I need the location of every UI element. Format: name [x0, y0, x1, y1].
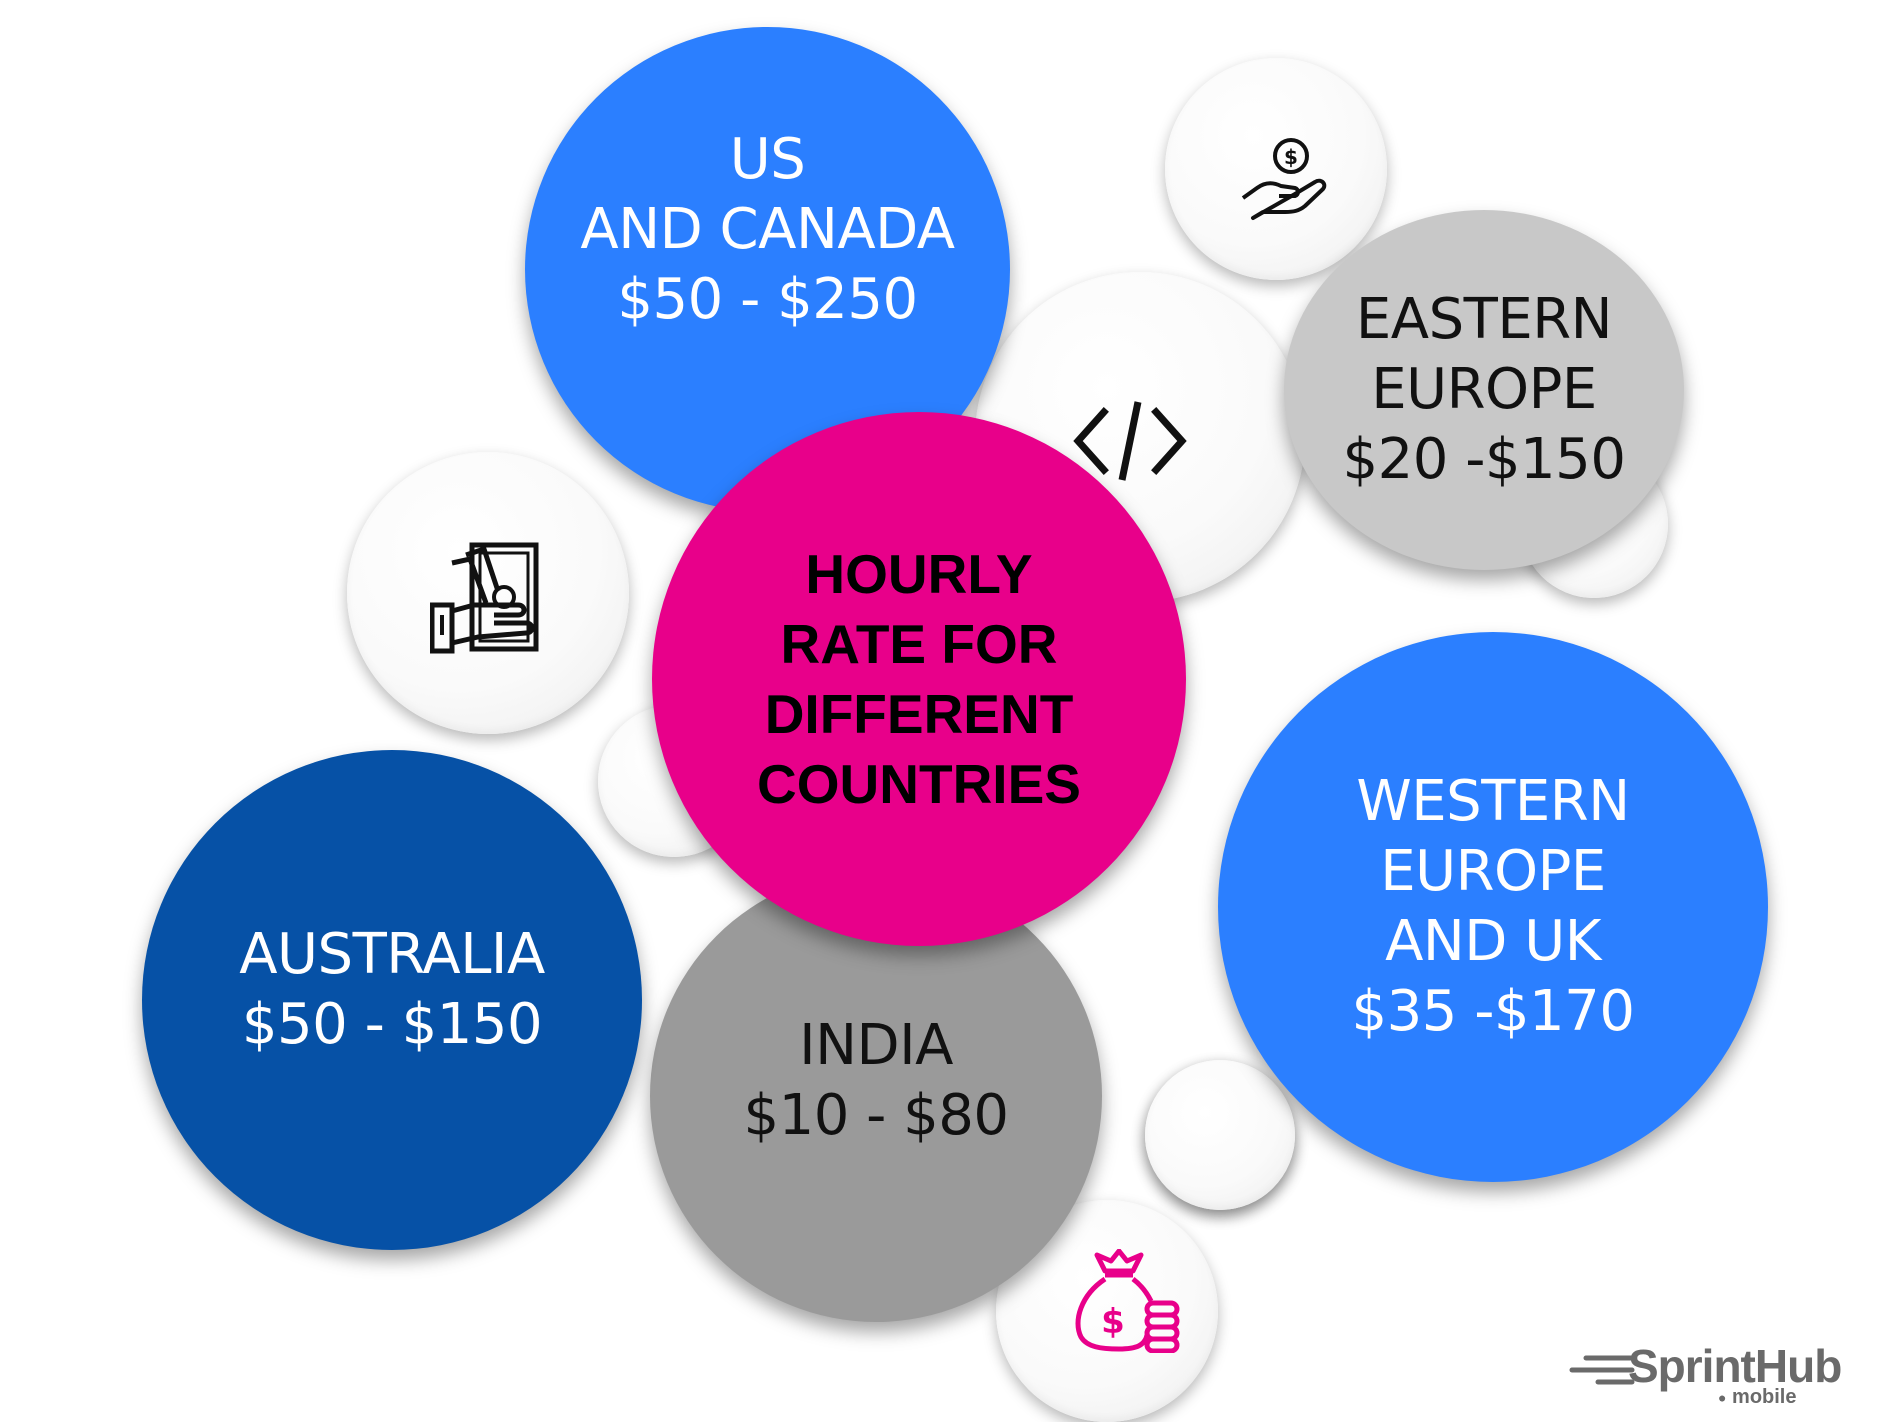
code-brackets-icon [1072, 398, 1188, 484]
money-bag-coins-icon: $ [1071, 1249, 1181, 1353]
hand-holding-coin-icon: $ [1239, 136, 1329, 222]
us-canada-rate: $50 - $250 [617, 266, 918, 332]
australia-line-1: AUSTRALIA [239, 922, 545, 987]
eastern-europe-line-2: EUROPE [1371, 357, 1597, 422]
western-europe-rate: $35 -$170 [1351, 979, 1635, 1044]
region-western-europe: WESTERN EUROPE AND UK $35 -$170 [1218, 632, 1768, 1182]
us-canada-line-2: AND CANADA [580, 196, 955, 262]
speed-lines-icon [1569, 1355, 1635, 1385]
western-europe-line-1: WESTERN [1356, 769, 1630, 834]
center-title-bubble: HOURLY RATE FOR DIFFERENT COUNTRIES [652, 412, 1186, 946]
region-india: INDIA $10 - $80 [650, 870, 1102, 1322]
hand-coin-bubble: $ [1165, 58, 1387, 280]
india-line-1: INDIA [799, 1013, 953, 1078]
center-title-line-2: RATE FOR [780, 613, 1058, 675]
svg-text:$: $ [1101, 1302, 1125, 1342]
center-title-line-1: HOURLY [805, 543, 1033, 605]
western-europe-line-2: EUROPE [1380, 839, 1606, 904]
decorative-bubble-mid-right [1145, 1060, 1295, 1210]
logo-subtitle-text: mobile [1732, 1386, 1797, 1408]
sprinthub-logo: SprintHub ● mobile [1568, 1340, 1868, 1410]
region-australia: AUSTRALIA $50 - $150 [142, 750, 642, 1250]
eastern-europe-rate: $20 -$150 [1342, 427, 1626, 492]
center-title-line-4: COUNTRIES [757, 753, 1081, 815]
center-title-line-3: DIFFERENT [764, 683, 1074, 745]
cash-hand-bubble [347, 452, 629, 734]
india-rate: $10 - $80 [743, 1083, 1009, 1148]
hand-holding-cash-icon [430, 539, 546, 655]
logo-subtitle: ● mobile [1718, 1386, 1797, 1408]
svg-text:$: $ [1284, 145, 1298, 169]
eastern-europe-line-1: EASTERN [1355, 287, 1613, 352]
region-eastern-europe: EASTERN EUROPE $20 -$150 [1284, 210, 1684, 570]
australia-rate: $50 - $150 [241, 992, 543, 1057]
logo-name: SprintHub [1628, 1340, 1842, 1392]
us-canada-line-1: US [729, 126, 806, 192]
western-europe-line-3: AND UK [1385, 909, 1601, 974]
